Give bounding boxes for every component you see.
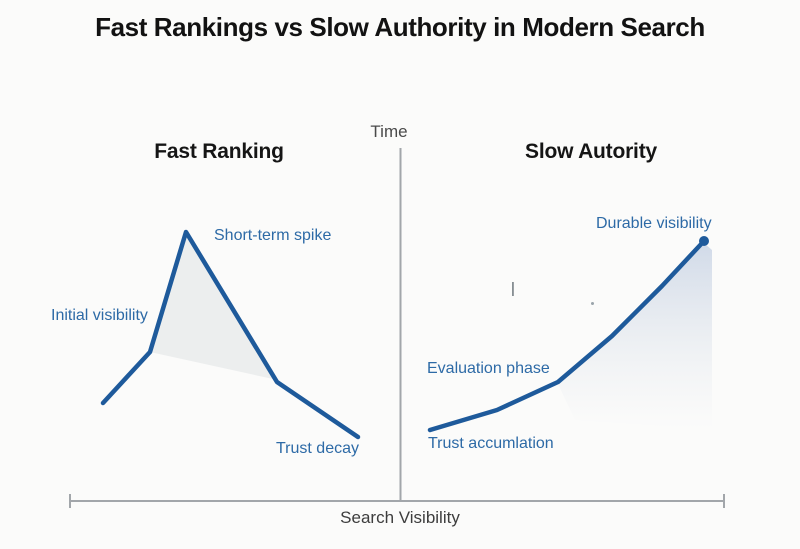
series-line-slow-authority: [427, 238, 707, 433]
annotation-trust-decay: Trust decay: [276, 440, 359, 457]
page-title: Fast Rankings vs Slow Authority in Moder…: [95, 12, 705, 42]
stray-tick-mark: |: [511, 280, 515, 297]
annotation-short-term-spike: Short-term spike: [214, 227, 332, 244]
heading-slow-authority: Slow Autority: [525, 140, 657, 163]
series-end-dot: [699, 236, 709, 246]
heading-fast-ranking: Fast Ranking: [154, 140, 284, 163]
annotation-evaluation-phase: Evaluation phase: [427, 360, 550, 377]
slow-authority-shade: [558, 243, 712, 430]
fast-ranking-shade: [150, 232, 273, 379]
time-axis-label: Time: [370, 122, 408, 141]
visibility-axis-label: Search Visibility: [340, 508, 460, 527]
annotation-trust-accumulation: Trust accumlation: [428, 435, 554, 452]
annotation-initial-visibility: Initial visibility: [51, 307, 148, 324]
stray-dot: [591, 302, 594, 305]
annotation-durable-visibility: Durable visibility: [596, 215, 712, 232]
series-line-fast-ranking: [100, 229, 361, 440]
